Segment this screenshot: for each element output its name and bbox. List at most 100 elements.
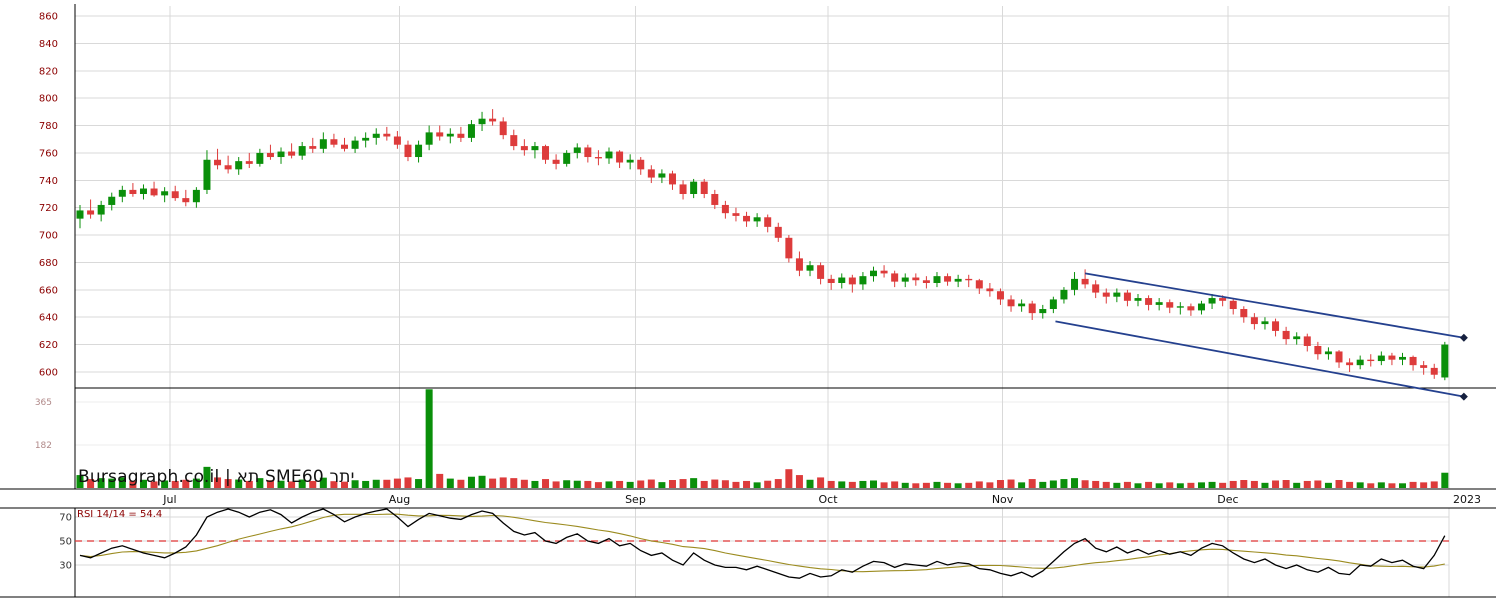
volume-bar: [1092, 480, 1100, 488]
candle: [1441, 341, 1449, 381]
candle: [1018, 299, 1026, 312]
candle-body: [404, 144, 412, 158]
volume-bar: [1187, 482, 1195, 488]
candle: [1420, 361, 1428, 375]
volume-bar: [1176, 483, 1184, 488]
volume-bar: [1335, 480, 1343, 488]
candle-body: [1388, 355, 1396, 360]
volume-bar: [277, 480, 285, 488]
volume-bar: [309, 480, 317, 488]
volume-bar: [795, 475, 803, 488]
candle-body: [182, 198, 190, 203]
volume-bar: [1123, 481, 1131, 488]
candle: [214, 148, 222, 170]
candle-body: [1007, 299, 1015, 307]
volume-bar: [563, 480, 571, 488]
candle: [944, 273, 952, 286]
candle-body: [341, 144, 348, 149]
volume-bar: [1166, 482, 1174, 488]
candle-body: [880, 270, 888, 274]
candle: [1303, 333, 1311, 352]
candle-body: [563, 152, 571, 164]
volume-bar: [1197, 482, 1205, 488]
volume-bar: [298, 479, 306, 488]
volume-bar: [489, 478, 497, 488]
candle-body: [1409, 356, 1417, 366]
volume-bar: [1324, 482, 1332, 488]
candle-body: [870, 270, 877, 277]
candle-body: [161, 191, 169, 196]
volume-bar: [1367, 483, 1375, 488]
volume-bar: [425, 389, 433, 488]
candle-body: [1049, 299, 1057, 310]
candle: [679, 180, 687, 200]
candle-body: [224, 165, 232, 170]
candle-body: [139, 188, 147, 194]
candle: [415, 140, 423, 163]
candle-body: [1240, 309, 1248, 318]
month-label-oct: Oct: [818, 493, 838, 506]
volume-bar: [372, 479, 380, 488]
volume-bar: [288, 481, 296, 488]
candle-body: [446, 133, 454, 137]
candle: [1007, 295, 1015, 312]
volume-bar: [679, 479, 687, 488]
candle: [1388, 352, 1396, 366]
volume-bar: [1377, 482, 1385, 488]
rsi-tick-label: 50: [59, 537, 72, 548]
candle: [309, 137, 317, 153]
candle-body: [1155, 302, 1163, 305]
volume-bar: [415, 479, 423, 488]
volume-bar: [436, 473, 444, 488]
candle: [922, 276, 930, 289]
candle-body: [859, 276, 867, 285]
volume-bar: [330, 481, 338, 488]
candle: [891, 270, 899, 288]
volume-bar: [891, 481, 899, 488]
candle-body: [658, 173, 666, 178]
rsi-ma-line: [79, 513, 1445, 573]
candle: [372, 128, 380, 145]
candle: [404, 140, 412, 162]
candle: [1335, 350, 1343, 368]
candle-body: [1420, 365, 1428, 368]
candle: [637, 157, 645, 175]
candle-body: [372, 133, 380, 138]
candle: [1261, 317, 1269, 330]
candle: [436, 125, 444, 141]
candle: [1187, 303, 1195, 316]
candle-body: [277, 151, 285, 158]
volume-bar: [922, 482, 930, 488]
candle-body: [679, 184, 687, 194]
candle-body: [753, 217, 761, 222]
chart-watermark: Bursagraph.co.il | תא SME60 יתר: [78, 467, 355, 487]
candle: [1208, 293, 1216, 310]
volume-bar: [1208, 481, 1216, 488]
candle-body: [150, 188, 158, 196]
candle: [1272, 318, 1280, 337]
candle: [700, 178, 708, 199]
volume-bar: [478, 475, 486, 488]
candle-body: [732, 213, 740, 216]
candle: [108, 192, 116, 211]
candle: [97, 200, 105, 222]
candle: [1229, 298, 1237, 315]
candle: [542, 144, 550, 164]
candle-body: [954, 278, 962, 282]
rsi-tick-label: 70: [59, 513, 72, 524]
volume-bar: [319, 477, 327, 488]
trend-channel: [1055, 272, 1468, 401]
volume-bar: [637, 480, 645, 488]
volume-bar: [192, 478, 200, 488]
candle-body: [118, 189, 126, 197]
volume-bar: [129, 480, 137, 488]
volume-bar: [1250, 480, 1258, 488]
price-tick-label: 640: [39, 313, 58, 324]
candle: [668, 170, 676, 190]
price-tick-label: 820: [39, 66, 58, 77]
candle: [298, 141, 306, 160]
rsi-indicator-label: RSI 14/14 = 54.4: [77, 509, 163, 520]
candle: [573, 143, 581, 159]
candle-body: [129, 189, 137, 194]
candle-body: [1324, 351, 1332, 355]
